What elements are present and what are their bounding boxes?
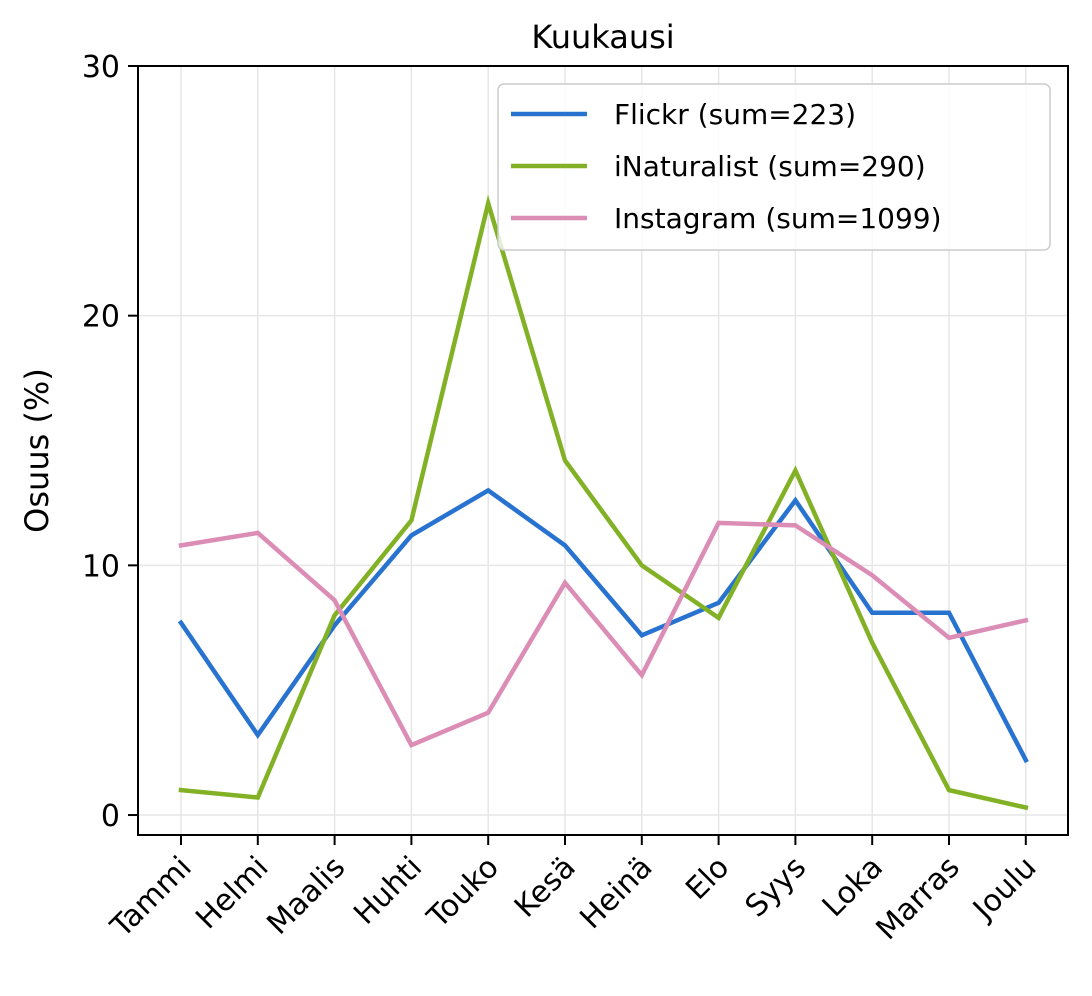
legend-box	[497, 83, 1051, 251]
x-tick-label: Joulu	[965, 850, 1043, 928]
legend: Flickr (sum=223) iNaturalist (sum=290) Ins…	[497, 83, 1051, 251]
legend-entry: iNaturalist (sum=290)	[614, 150, 926, 183]
x-tick-label: Helmi	[189, 850, 275, 936]
series-line-0	[177, 487, 1029, 764]
series-lines	[177, 194, 1029, 811]
y-tick-label: 10	[82, 549, 120, 584]
x-tick-label: Heinä	[573, 850, 659, 936]
x-tick-label: Tammi	[104, 850, 199, 945]
x-tick-label: Marras	[869, 850, 966, 947]
series-line-1	[178, 194, 1029, 811]
chart-title: Kuukausi	[531, 18, 674, 56]
x-tick-label: Elo	[679, 850, 736, 907]
series-line-2	[178, 520, 1029, 748]
x-tick-label: Syys	[739, 850, 813, 924]
plot-frame	[137, 65, 1069, 836]
x-tick-label: Kesä	[508, 850, 583, 925]
x-tick-label: Touko	[420, 850, 506, 936]
x-tick-label: Maalis	[260, 850, 352, 942]
legend-entry: Instagram (sum=1099)	[614, 202, 942, 235]
y-tick-label: 20	[82, 300, 120, 335]
y-tick-label: 0	[101, 799, 120, 834]
x-tick-label: Huhti	[347, 850, 429, 932]
y-axis-label: Osuus (%)	[18, 368, 56, 533]
legend-entry: Flickr (sum=223)	[614, 98, 856, 131]
y-tick-label: 30	[82, 50, 120, 85]
